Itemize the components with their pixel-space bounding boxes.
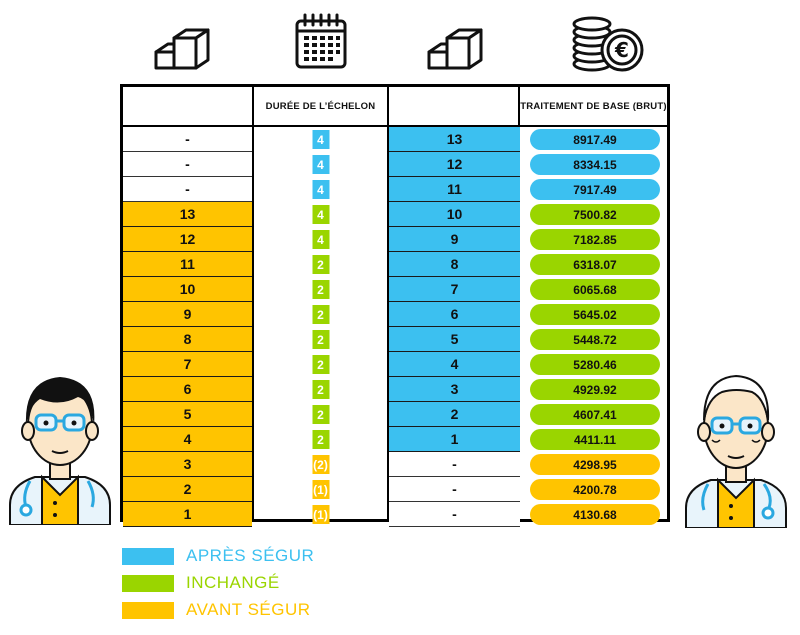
before-echelon-cell: 8 [123,327,252,352]
duration-badge: 2 [312,430,329,449]
duration-badge: 2 [312,255,329,274]
before-echelon-cell: 1 [123,502,252,527]
base-salary-pill: 4130.68 [530,504,660,525]
after-echelon-cell: 7 [389,277,520,302]
duration-badge: 4 [312,180,329,199]
duration-badge: 4 [312,130,329,149]
base-salary-pill: 8917.49 [530,129,660,150]
young-doctor-illustration [0,355,120,525]
header-after-echelon [389,87,520,125]
column-before-segur: - - -13 12 11 10 9 8 7 6 5 4 3 2 1 [123,127,254,527]
legend-label-unchanged: INCHANGÉ [186,573,280,592]
legend-item-before-segur: AVANT SÉGUR [122,600,311,620]
before-echelon-cell: 6 [123,377,252,402]
before-echelon-cell: 2 [123,477,252,502]
after-echelon-cell: 10 [389,202,520,227]
before-echelon-cell: 5 [123,402,252,427]
base-salary-pill: 4200.78 [530,479,660,500]
base-salary-pill: 4607.41 [530,404,660,425]
after-echelon-cell: 6 [389,302,520,327]
column-base-salary: 8917.49 8334.15 7917.49 7500.82 7182.85 6318.… [520,127,667,525]
legend-label-after-segur: APRÈS SÉGUR [186,546,315,565]
after-echelon-cell: 8 [389,252,520,277]
before-echelon-cell: 13 [123,202,252,227]
after-echelon-cell: - [389,452,520,477]
calendar-icon [294,12,348,70]
duration-badge: 4 [312,155,329,174]
column-after-segur: 13 12 11 10 9 8 7 6 5 4 3 2 1- - - [389,127,520,527]
before-echelon-cell: 3 [123,452,252,477]
header-before-echelon [123,87,254,125]
base-salary-pill: 5645.02 [530,304,660,325]
after-echelon-cell: - [389,502,520,527]
before-echelon-cell: - [123,177,252,202]
base-salary-pill: 7182.85 [530,229,660,250]
euro-coins-icon: € [568,12,646,76]
duration-badge: 2 [312,280,329,299]
duration-badge: 2 [312,405,329,424]
base-salary-pill: 5280.46 [530,354,660,375]
before-echelon-cell: 4 [123,427,252,452]
before-echelon-cell: 10 [123,277,252,302]
duration-badge: 2 [312,355,329,374]
base-salary-pill: 7500.82 [530,204,660,225]
after-echelon-cell: 4 [389,352,520,377]
svg-text:€: € [614,38,629,62]
stairs-icon [425,18,487,73]
base-salary-pill: 4929.92 [530,379,660,400]
base-salary-pill: 7917.49 [530,179,660,200]
legend-item-after-segur: APRÈS SÉGUR [122,546,314,566]
legend-swatch-orange [122,601,174,619]
after-echelon-cell: 11 [389,177,520,202]
base-salary-pill: 6065.68 [530,279,660,300]
before-echelon-cell: - [123,152,252,177]
base-salary-pill: 6318.07 [530,254,660,275]
before-echelon-cell: 11 [123,252,252,277]
after-echelon-cell: 3 [389,377,520,402]
header-base-salary: TRAITEMENT DE BASE (BRUT) [520,100,667,112]
before-echelon-cell: 9 [123,302,252,327]
legend-swatch-blue [122,547,174,565]
after-echelon-cell: 13 [389,127,520,152]
senior-doctor-illustration [678,358,798,528]
column-duration: 4 4 4 4 4 2 2 2 2 2 2 2 2 (2) (1) (1) [254,127,389,524]
after-echelon-cell: 2 [389,402,520,427]
duration-badge: (1) [312,480,329,499]
legend-item-unchanged: INCHANGÉ [122,573,280,593]
salary-grid-table: DURÉE DE L’ÉCHELON TRAITEMENT DE BASE (B… [120,84,670,527]
duration-badge: 2 [312,330,329,349]
after-echelon-cell: 5 [389,327,520,352]
after-echelon-cell: - [389,477,520,502]
duration-badge: (1) [312,505,329,524]
base-salary-pill: 5448.72 [530,329,660,350]
before-echelon-cell: 7 [123,352,252,377]
stairs-icon [152,18,214,73]
before-echelon-cell: 12 [123,227,252,252]
base-salary-pill: 8334.15 [530,154,660,175]
base-salary-pill: 4298.95 [530,454,660,475]
legend-swatch-green [122,574,174,592]
duration-badge: 2 [312,305,329,324]
duration-badge: 2 [312,380,329,399]
duration-badge: 4 [312,205,329,224]
after-echelon-cell: 12 [389,152,520,177]
after-echelon-cell: 9 [389,227,520,252]
base-salary-pill: 4411.11 [530,429,660,450]
after-echelon-cell: 1 [389,427,520,452]
duration-badge: (2) [312,455,329,474]
legend-label-before-segur: AVANT SÉGUR [186,600,311,619]
header-echelon-duration: DURÉE DE L’ÉCHELON [254,87,389,125]
before-echelon-cell: - [123,127,252,152]
header-divider [123,125,667,127]
duration-badge: 4 [312,230,329,249]
